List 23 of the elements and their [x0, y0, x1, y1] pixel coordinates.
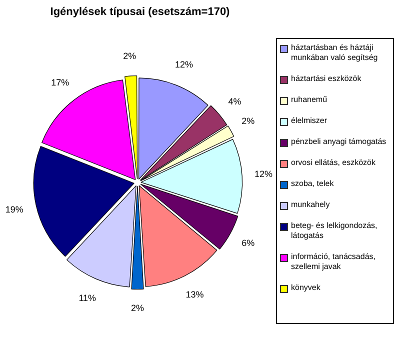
- data-label: 17%: [51, 77, 70, 88]
- legend-label: háztartásban és háztáji munkában való segítség: [291, 43, 379, 63]
- data-label: 12%: [174, 60, 193, 70]
- chart-title: Igénylések típusai (esetszám=170): [49, 6, 231, 18]
- legend-label: orvosi ellátás, eszközök: [291, 158, 376, 168]
- data-label: 12%: [254, 169, 272, 180]
- legend-label: ruhanemű: [291, 95, 328, 105]
- data-label: 4%: [228, 96, 242, 107]
- legend-label: élelmiszer: [291, 116, 328, 126]
- legend-label: szoba, telek: [291, 179, 334, 189]
- data-label: 2%: [123, 51, 136, 62]
- data-label: 2%: [130, 303, 144, 314]
- data-label: 11%: [78, 292, 96, 303]
- data-label: 2%: [242, 116, 255, 126]
- data-label: 13%: [186, 289, 204, 300]
- legend-label: pénzbeli anyagi támogatás: [291, 137, 386, 147]
- data-label: 6%: [242, 238, 255, 248]
- legend-label: háztartási eszközök: [291, 74, 362, 84]
- legend-label: könyvek: [291, 283, 320, 293]
- legend-label: információ, tanácsadás, szellemi javak: [291, 252, 376, 272]
- legend-label: munkahely: [291, 200, 330, 210]
- data-label: 19%: [5, 204, 24, 215]
- legend-label: beteg- és lelkigondozás, látogatás: [291, 221, 378, 241]
